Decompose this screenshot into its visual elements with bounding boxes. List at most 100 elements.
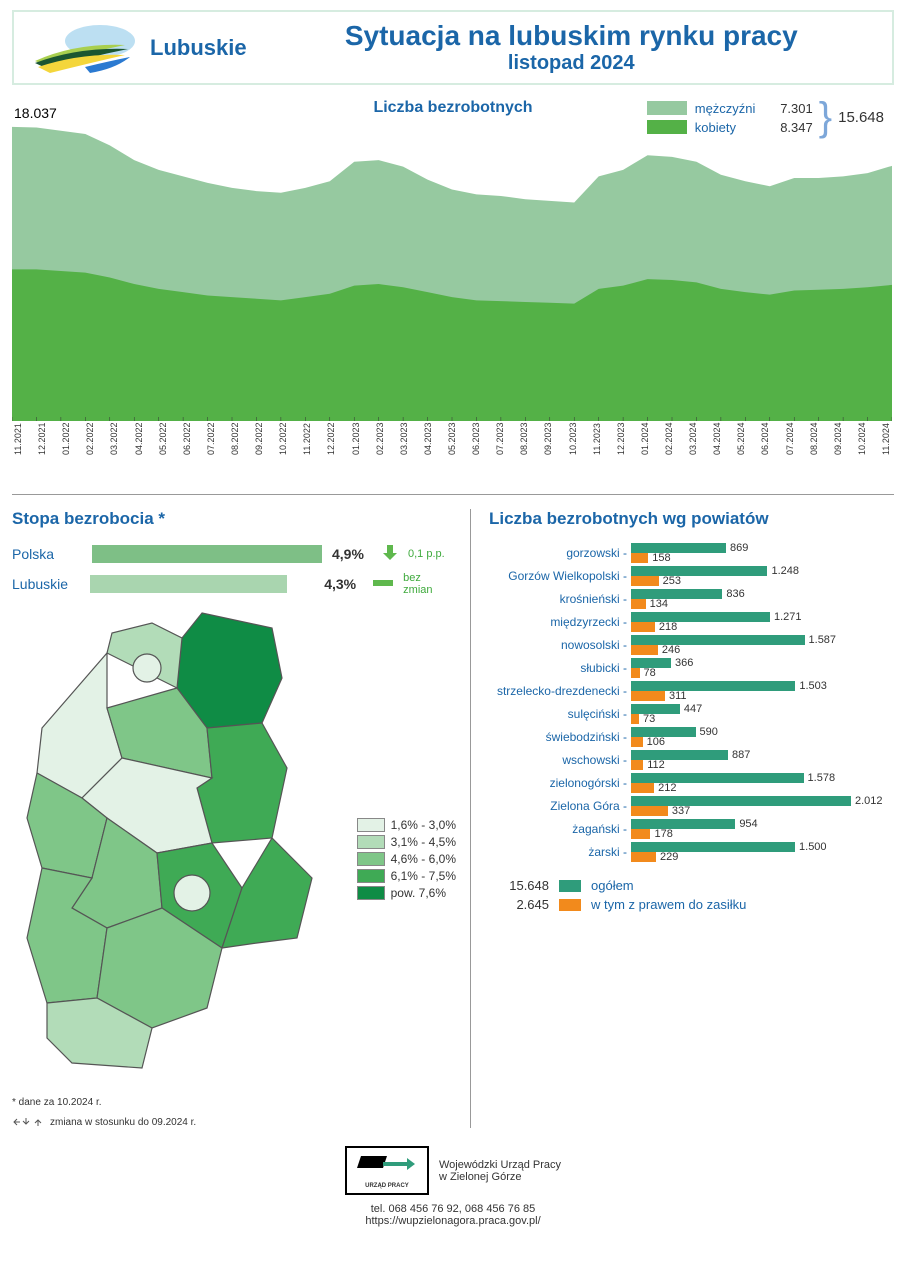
x-tick: 09.2024 <box>833 443 843 455</box>
x-tick: 04.2024 <box>712 443 722 455</box>
x-tick: 04.2023 <box>423 443 433 455</box>
powiat-main-value: 1.587 <box>809 634 837 646</box>
powiat-row: Zielona Góra -2.012337 <box>489 796 894 816</box>
x-tick: 11.2023 <box>592 443 602 455</box>
powiat-bars: 1.578212 <box>631 773 894 793</box>
powiat-sub-value: 78 <box>644 667 656 679</box>
footer-url: https://wupzielonagora.praca.gov.pl/ <box>12 1215 894 1227</box>
area-chart-legend: mężczyźni 7.301 kobiety 8.347 } 15.648 <box>647 95 884 140</box>
powiat-sub-value: 253 <box>663 575 681 587</box>
powiat-row: żarski -1.500229 <box>489 842 894 862</box>
powiat-bar-main <box>631 819 735 829</box>
rate-bar <box>90 575 314 593</box>
powiat-main-value: 1.248 <box>771 565 799 577</box>
powiat-bar-main <box>631 704 680 714</box>
powiat-bars: 2.012337 <box>631 796 894 816</box>
powiat-bar-main <box>631 543 726 553</box>
powiat-label: gorzowski - <box>489 546 631 560</box>
map-legend-row: pow. 7,6% <box>357 886 456 900</box>
powiat-main-value: 1.503 <box>799 680 827 692</box>
map-legend-swatch <box>357 818 385 832</box>
powiat-sub-value: 229 <box>660 851 678 863</box>
left-column: Stopa bezrobocia * Polska4,9%0,1 p.p.Lub… <box>12 509 452 1128</box>
legend-men-value: 7.301 <box>765 101 813 116</box>
map-wrap: 1,6% - 3,0%3,1% - 4,5%4,6% - 6,0%6,1% - … <box>12 608 452 1083</box>
powiat-bars: 1.503 311 <box>631 681 894 701</box>
powiat-sub-value: 178 <box>654 828 672 840</box>
x-tick: 11.2021 <box>13 443 23 455</box>
map-legend-label: 3,1% - 4,5% <box>391 835 456 849</box>
footer-logo-box: URZĄD PRACY <box>345 1146 429 1195</box>
footer-logo-caption: URZĄD PRACY <box>357 1183 417 1189</box>
x-tick: 07.2023 <box>495 443 505 455</box>
powiat-label: nowosolski - <box>489 638 631 652</box>
footer-inst-line2: w Zielonej Górze <box>439 1171 561 1183</box>
footer-logo-block: URZĄD PRACY Wojewódzki Urząd Pracy w Zie… <box>12 1146 894 1195</box>
powiat-main-value: 869 <box>730 542 748 554</box>
powiat-sub-value: 158 <box>652 552 670 564</box>
region-name: Lubuskie <box>150 35 247 61</box>
powiat-bar-sub <box>631 714 639 724</box>
legend-women-value: 8.347 <box>765 120 813 135</box>
x-tick: 02.2022 <box>85 443 95 455</box>
powiat-sub-value: 73 <box>643 713 655 725</box>
powiat-bars: 1.500229 <box>631 842 894 862</box>
powiat-bar-main <box>631 773 804 783</box>
legend-women-label: kobiety <box>695 120 765 135</box>
legend-men-label: mężczyźni <box>695 101 765 116</box>
x-tick: 01.2024 <box>640 443 650 455</box>
powiat-bars: 590106 <box>631 727 894 747</box>
powiat-row: zielonogórski -1.578212 <box>489 773 894 793</box>
powiat-row: sulęciński -44773 <box>489 704 894 724</box>
powiat-bar-sub <box>631 829 650 839</box>
powiat-row: słubicki -36678 <box>489 658 894 678</box>
powiat-sub-value: 311 <box>669 690 687 702</box>
rate-title: Stopa bezrobocia * <box>12 509 452 529</box>
header-panel: Lubuskie Sytuacja na lubuskim rynku prac… <box>12 10 894 85</box>
powiat-label: zielonogórski - <box>489 776 631 790</box>
powiaty-title: Liczba bezrobotnych wg powiatów <box>489 509 894 529</box>
x-tick: 05.2023 <box>447 443 457 455</box>
powiat-bar-sub <box>631 576 659 586</box>
footer-institution: Wojewódzki Urząd Pracy w Zielonej Górze <box>439 1159 561 1183</box>
legend-total-value: 15.648 <box>838 109 884 126</box>
powiat-row: Gorzów Wielkopolski -1.248253 <box>489 566 894 586</box>
rate-value: 4,3% <box>324 576 363 592</box>
x-tick: 11.2024 <box>881 443 891 455</box>
powiat-bar-main <box>631 842 795 852</box>
powiat-row: międzyrzecki -1.271218 <box>489 612 894 632</box>
map-legend-swatch <box>357 852 385 866</box>
powiat-main-value: 447 <box>684 703 702 715</box>
powiat-bar-sub <box>631 806 668 816</box>
area-chart-x-axis: 11.202112.202101.202202.202203.202204.20… <box>12 426 892 472</box>
arrow-down-icon <box>382 543 398 564</box>
powiat-sub-value: 218 <box>659 621 677 633</box>
total-main-value: 15.648 <box>489 878 549 893</box>
powiaty-rows: gorzowski -869158Gorzów Wielkopolski -1.… <box>489 543 894 862</box>
powiat-bars: 887112 <box>631 750 894 770</box>
powiat-row: gorzowski - 869 158 <box>489 543 894 563</box>
x-tick: 10.2023 <box>568 443 578 455</box>
powiat-sub-value: 246 <box>662 644 680 656</box>
x-tick: 09.2023 <box>543 443 553 455</box>
x-tick: 05.2024 <box>736 443 746 455</box>
main-title: Sytuacja na lubuskim rynku pracy <box>267 20 876 52</box>
powiat-bar-main <box>631 612 770 622</box>
map-legend-row: 3,1% - 4,5% <box>357 835 456 849</box>
powiat-bar-main <box>631 796 851 806</box>
subtitle: listopad 2024 <box>267 52 876 75</box>
powiat-bar-sub <box>631 760 643 770</box>
powiat-label: Zielona Góra - <box>489 799 631 813</box>
trend-text: bez zmian <box>403 572 452 596</box>
region-logo: Lubuskie <box>30 23 247 73</box>
powiat-row: świebodziński -590106 <box>489 727 894 747</box>
powiat-bars: 954178 <box>631 819 894 839</box>
rate-label: Lubuskie <box>12 576 80 592</box>
x-tick: 03.2024 <box>688 443 698 455</box>
map-legend-row: 4,6% - 6,0% <box>357 852 456 866</box>
x-tick: 01.2022 <box>61 443 71 455</box>
powiat-main-value: 1.578 <box>808 772 836 784</box>
rate-rows: Polska4,9%0,1 p.p.Lubuskie4,3%bez zmian <box>12 543 452 596</box>
x-tick: 06.2022 <box>182 443 192 455</box>
powiat-main-value: 590 <box>700 726 718 738</box>
